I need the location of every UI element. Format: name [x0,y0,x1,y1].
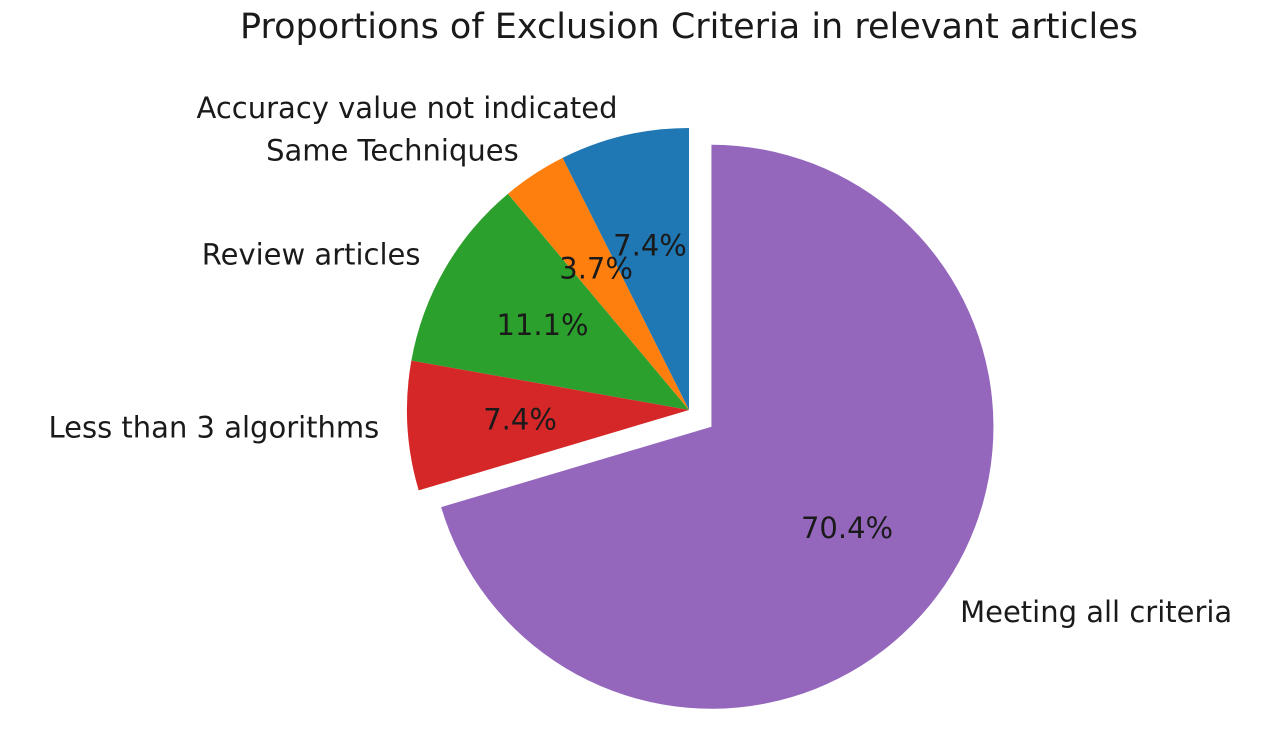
pie-slice [562,128,689,410]
slice-name-label: Review articles [202,238,421,272]
pie-slice [441,144,994,709]
slice-name-label: Accuracy value not indicated [197,91,618,125]
pie-slice [411,193,689,410]
slice-labels: Accuracy value not indicated Same Techniq… [49,91,1233,629]
pie-slice [406,360,689,491]
slice-percentage-label: 7.4% [483,403,557,437]
chart-title: Proportions of Exclusion Criteria in rel… [240,7,1138,47]
pie-slices [406,128,994,709]
pie-slice [507,157,689,410]
slice-name-label: Meeting all criteria [960,595,1232,629]
slice-percentage-label: 3.7% [559,252,633,286]
slice-percentage-label: 70.4% [801,511,893,545]
percentage-labels: 7.4%3.7%11.1%7.4%70.4% [483,228,893,545]
slice-percentage-label: 11.1% [496,308,588,342]
slice-percentage-label: 7.4% [613,228,687,262]
slice-name-label: Less than 3 algorithms [49,411,380,445]
slice-name-label: Same Techniques [266,134,519,168]
